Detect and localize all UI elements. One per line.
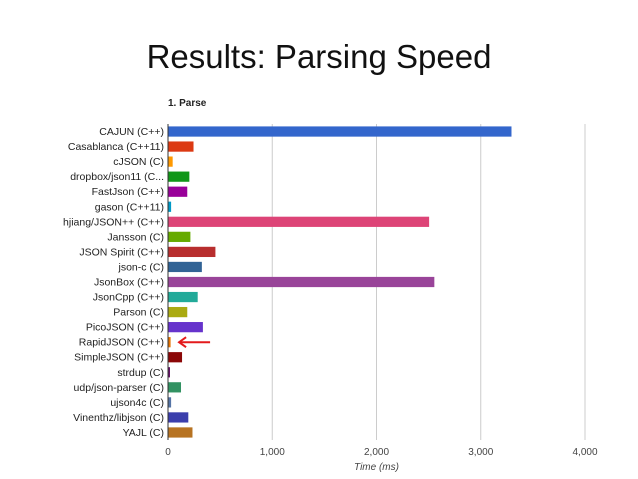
category-label: cJSON (C) bbox=[113, 156, 164, 168]
bar bbox=[168, 337, 171, 348]
x-tick-label: 1,000 bbox=[260, 447, 285, 458]
category-label: JsonBox (C++) bbox=[94, 277, 164, 289]
bar bbox=[168, 126, 512, 137]
category-label: PicoJSON (C++) bbox=[86, 322, 164, 334]
bar bbox=[168, 367, 170, 378]
bar bbox=[168, 291, 198, 303]
category-label: FastJson (C++) bbox=[92, 186, 164, 198]
category-label: SimpleJSON (C++) bbox=[74, 352, 164, 364]
bar bbox=[168, 216, 430, 227]
category-label: strdup (C) bbox=[117, 367, 164, 379]
bar bbox=[168, 141, 194, 152]
bar bbox=[168, 171, 190, 182]
bar bbox=[168, 186, 188, 197]
category-label: hjiang/JSON++ (C++) bbox=[63, 216, 164, 228]
x-tick-label: 4,000 bbox=[572, 447, 597, 458]
bar bbox=[168, 156, 173, 167]
bar bbox=[168, 352, 183, 363]
category-label: json-c (C) bbox=[117, 261, 164, 273]
category-label: Casablanca (C++11) bbox=[68, 141, 164, 153]
bar bbox=[168, 306, 188, 318]
bar bbox=[168, 322, 203, 333]
category-label: YAJL (C) bbox=[123, 427, 164, 439]
category-label: JsonCpp (C++) bbox=[93, 292, 164, 304]
category-label: dropbox/json11 (C... bbox=[70, 171, 164, 183]
annotation-arrow-head bbox=[177, 336, 187, 349]
x-axis-title: Time (ms) bbox=[354, 462, 399, 473]
bar bbox=[168, 276, 435, 288]
bar bbox=[168, 261, 202, 273]
category-label: JSON Spirit (C++) bbox=[79, 246, 164, 258]
bar bbox=[168, 412, 189, 423]
category-label: ujson4c (C) bbox=[110, 397, 164, 409]
category-label: udp/json-parser (C) bbox=[74, 382, 164, 394]
category-label: Parson (C) bbox=[113, 307, 164, 319]
bar bbox=[168, 201, 172, 212]
bar bbox=[168, 246, 216, 258]
chart-title: 1. Parse bbox=[168, 98, 207, 109]
bar bbox=[168, 231, 191, 242]
x-tick-label: 0 bbox=[165, 447, 171, 458]
bar bbox=[168, 382, 182, 393]
category-label: Jansson (C) bbox=[107, 231, 164, 243]
x-tick-label: 2,000 bbox=[364, 447, 389, 458]
category-label: gason (C++11) bbox=[95, 201, 164, 213]
category-label: RapidJSON (C++) bbox=[79, 337, 164, 349]
bar bbox=[168, 397, 172, 408]
bar bbox=[168, 427, 193, 438]
category-label: CAJUN (C++) bbox=[99, 126, 164, 138]
x-tick-label: 3,000 bbox=[468, 447, 493, 458]
slide-title: Results: Parsing Speed bbox=[146, 38, 492, 75]
category-label: Vinenthz/libjson (C) bbox=[73, 412, 164, 424]
